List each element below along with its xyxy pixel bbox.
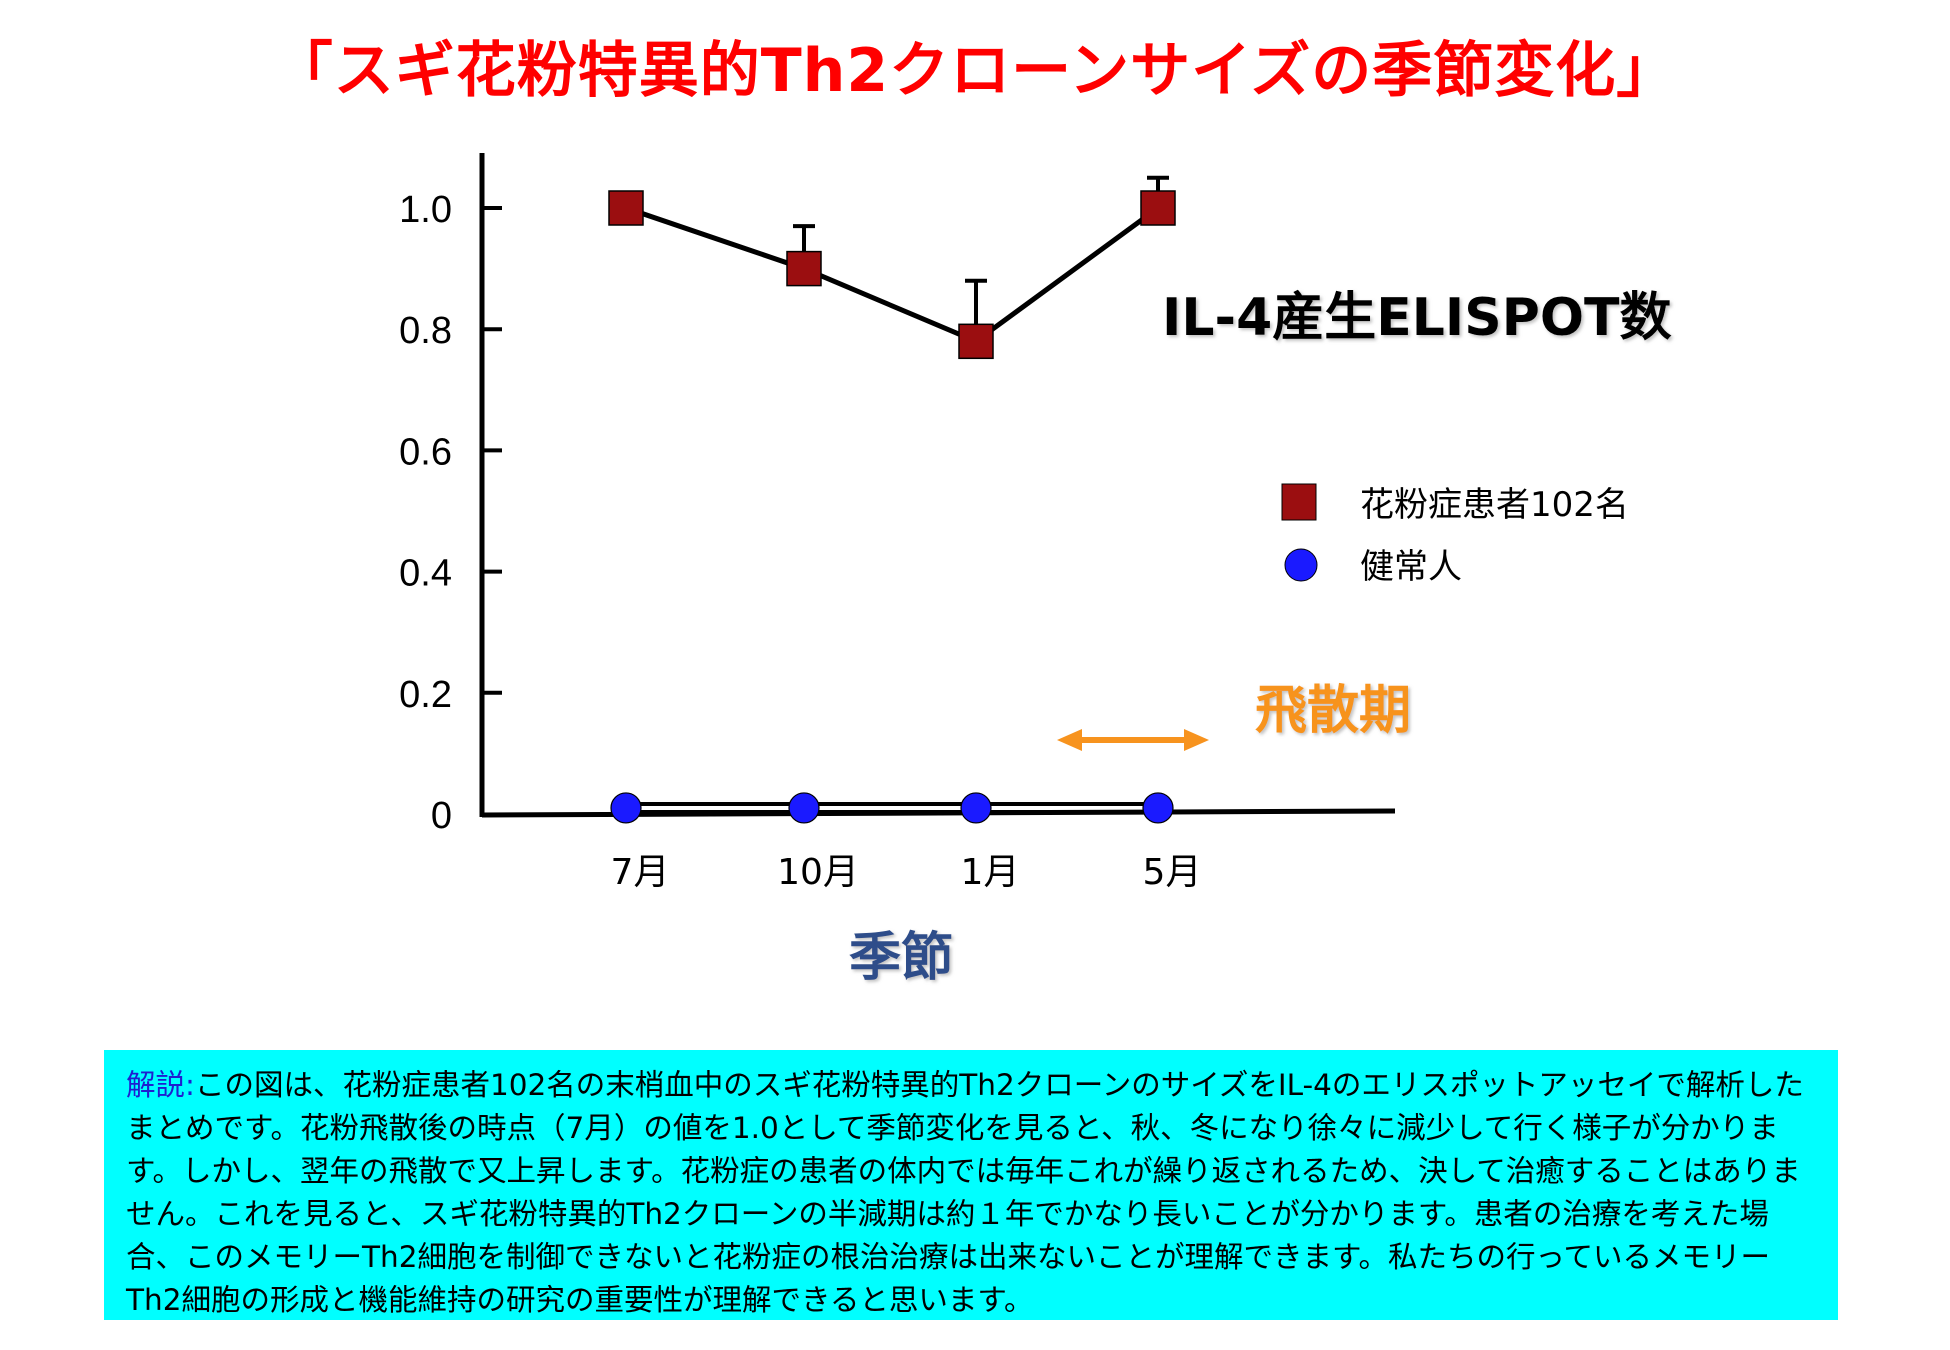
data-point-healthy: [788, 792, 820, 824]
y-tick-label: 0.6: [399, 431, 452, 473]
data-point-patients: [786, 250, 822, 287]
x-tick-label: 10月: [777, 852, 859, 893]
series-line-patients: [625, 205, 1160, 345]
x-tick-labels: 7月 10月 1月 5月: [611, 852, 1202, 893]
legend-label-healthy: 健常人: [1360, 547, 1462, 587]
x-tick-label: 5月: [1143, 852, 1202, 893]
data-point-healthy: [1142, 792, 1174, 824]
pollen-season-arrow: [1057, 729, 1209, 751]
y-tick-label: 1.0: [399, 189, 452, 231]
data-point-healthy: [610, 792, 642, 824]
data-point-patients: [608, 190, 644, 226]
legend-label-patients: 花粉症患者102名: [1360, 485, 1629, 525]
x-axis-title: 季節: [849, 928, 953, 988]
data-point-patients: [1140, 190, 1176, 226]
series-group: [608, 175, 1176, 824]
explanation-box: 解説:この図は、花粉症患者102名の末梢血中のスギ花粉特異的Th2クローンのサイ…: [104, 1050, 1838, 1320]
measure-annotation: IL-4産生ELISPOT数: [1162, 288, 1672, 348]
explanation-text: この図は、花粉症患者102名の末梢血中のスギ花粉特異的Th2クローンのサイズをI…: [126, 1068, 1804, 1317]
x-tick-label: 1月: [961, 852, 1020, 893]
explanation-label: 解説:: [126, 1068, 195, 1102]
page-title: 「スギ花粉特異的Th2クローンサイズの季節変化」: [272, 36, 1678, 106]
legend: 花粉症患者102名 健常人: [1281, 483, 1629, 587]
x-tick-label: 7月: [611, 852, 670, 893]
y-tick-label: 0.8: [399, 310, 452, 352]
pollen-season-label: 飛散期: [1255, 681, 1411, 741]
y-tick-label: 0.4: [399, 553, 452, 595]
data-point-healthy: [960, 792, 992, 824]
data-point-patients: [958, 323, 994, 360]
legend-marker-healthy: [1284, 548, 1318, 582]
y-tick-label: 0.2: [399, 674, 452, 716]
legend-marker-patients: [1281, 483, 1317, 521]
chart: 0 0.2 0.4 0.6 0.8 1.0 7月 10月 1月 5月 IL-4産生ELISPOT…: [399, 153, 1672, 988]
y-ticks: 0 0.2 0.4 0.6 0.8 1.0: [399, 189, 502, 837]
y-tick-label: 0: [431, 795, 452, 837]
